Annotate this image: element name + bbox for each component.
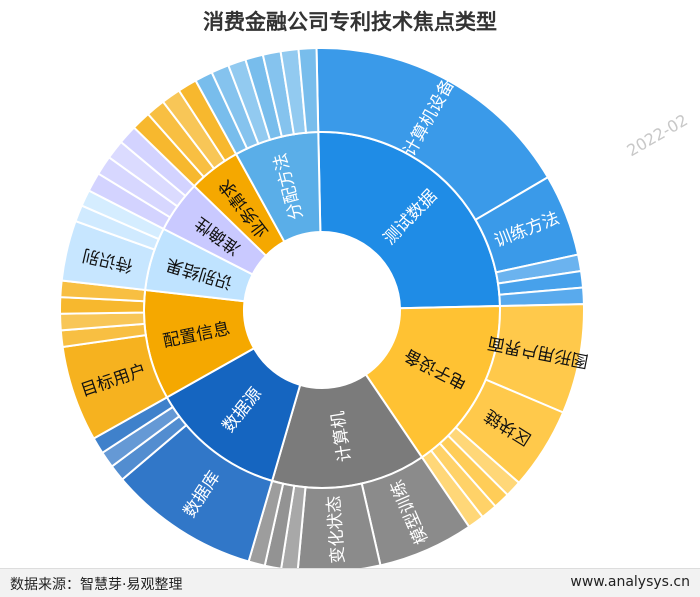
outer-segment-8-6: [297, 47, 320, 134]
source-url[interactable]: www.analysys.cn: [570, 574, 690, 590]
data-source-note: 数据来源：智慧芽·易观整理: [10, 577, 183, 593]
sunburst-rings: [59, 47, 585, 573]
outer-label-2-1: 变化状态: [324, 495, 348, 564]
sunburst-chart: 易观分析2022-02 测试数据计算机设备训练方法电子设备图形用户界面区块链计算…: [59, 47, 691, 573]
chart-title: 消费金融公司专利技术焦点类型: [203, 10, 497, 34]
footer: 数据来源：智慧芽·易观整理 www.analysys.cn: [0, 568, 700, 597]
watermark-date: 2022-02: [624, 110, 691, 160]
center-hole: [244, 232, 400, 388]
